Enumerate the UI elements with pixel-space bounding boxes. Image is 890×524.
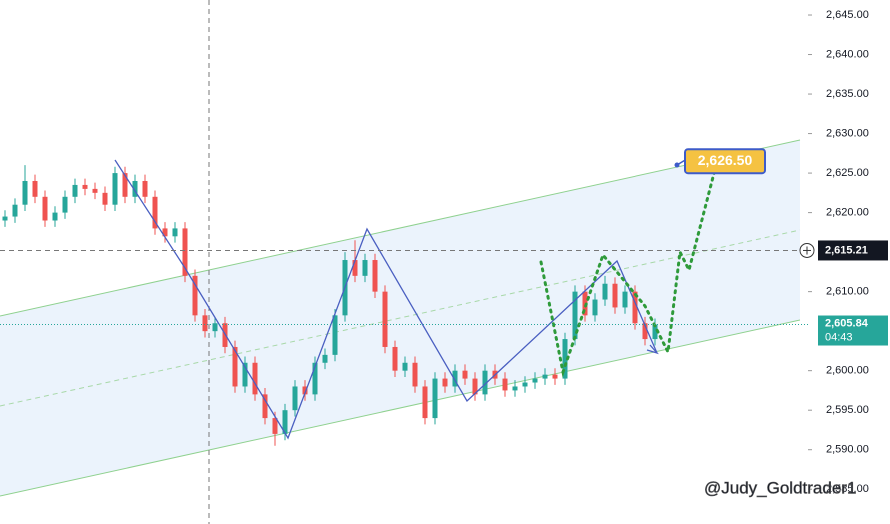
current-price-label: 2,605.84 — [825, 317, 869, 329]
candle-body — [362, 260, 368, 276]
target-anchor — [674, 162, 680, 168]
candle-body — [212, 323, 218, 332]
candle-body — [602, 283, 608, 300]
price-axis — [808, 0, 890, 524]
candle-body — [622, 291, 628, 308]
candle-body — [632, 291, 638, 324]
candle-body — [232, 346, 238, 387]
candle-body — [402, 362, 408, 371]
candle-body — [522, 382, 528, 387]
candle-body — [162, 228, 168, 237]
candle-body — [102, 192, 108, 205]
watermark: @Judy_Goldtrader1 — [704, 478, 856, 497]
candle-body — [312, 362, 318, 395]
channel-upper — [0, 139, 801, 317]
y-tick-label: 2,595.00 — [826, 404, 869, 416]
candle-body — [202, 315, 208, 332]
candle-body — [562, 339, 568, 379]
countdown: 04:43 — [825, 331, 853, 343]
candle-body — [642, 323, 648, 340]
candle-body — [132, 180, 138, 197]
candle-body — [62, 196, 68, 213]
target-label: 2,626.50 — [698, 152, 753, 168]
candle-body — [322, 354, 328, 363]
y-tick-label: 2,600.00 — [826, 365, 869, 377]
candle-body — [242, 362, 248, 387]
y-tick-label: 2,590.00 — [826, 444, 869, 456]
y-tick-label: 2,625.00 — [826, 167, 869, 179]
candle-body — [392, 346, 398, 371]
candle-body — [52, 212, 58, 221]
candle-body — [592, 299, 598, 316]
candle-body — [302, 386, 308, 395]
candle-body — [462, 370, 468, 379]
y-tick-label: 2,635.00 — [826, 88, 869, 100]
candle-body — [272, 418, 278, 434]
zigzag-arrow — [646, 344, 659, 355]
candle-body — [352, 260, 358, 276]
candle-body — [472, 378, 478, 395]
candle-body — [112, 173, 118, 205]
y-tick-label: 2,610.00 — [826, 286, 869, 298]
y-tick-label: 2,585.00 — [826, 483, 869, 495]
channel-middle — [0, 229, 801, 407]
candle-body — [82, 184, 88, 189]
candle-body — [422, 386, 428, 419]
candle-body — [292, 386, 298, 411]
crosshair-label-box — [818, 240, 888, 261]
current-price-box — [818, 315, 888, 346]
candle-body — [282, 410, 288, 434]
candle-body — [612, 283, 618, 308]
candle-body — [432, 378, 438, 419]
y-tick-label: 2,580.00 — [826, 523, 869, 524]
candle-body — [452, 370, 458, 387]
candle-body — [552, 374, 558, 379]
candle-body — [72, 184, 78, 197]
candle-body — [152, 196, 158, 229]
candle-body — [92, 188, 98, 193]
y-tick-label: 2,630.00 — [826, 127, 869, 139]
projection — [539, 148, 722, 378]
candle-body — [2, 216, 8, 221]
candle-body — [262, 394, 268, 419]
candle-body — [532, 378, 538, 383]
candle-body — [502, 378, 508, 391]
candle-body — [442, 378, 448, 387]
candle-body — [482, 370, 488, 395]
y-tick-label: 2,620.00 — [826, 207, 869, 219]
candle-body — [542, 374, 548, 379]
target-box — [684, 148, 766, 175]
candle-body — [182, 228, 188, 276]
candle-body — [142, 180, 148, 197]
candle-body — [22, 180, 28, 205]
candle-body — [12, 204, 18, 217]
candle-body — [32, 180, 38, 197]
zigzag — [114, 159, 658, 440]
candle-body — [512, 386, 518, 391]
candle-body — [192, 275, 198, 316]
candle-body — [122, 173, 128, 197]
candle-body — [332, 315, 338, 355]
candle-body — [42, 196, 48, 221]
y-tick-label: 2,645.00 — [826, 9, 869, 21]
candle-body — [652, 324, 658, 340]
candle-body — [172, 228, 178, 237]
y-tick-label: 2,640.00 — [826, 48, 869, 60]
candle-body — [372, 260, 378, 292]
candle-body — [252, 362, 258, 395]
candle-body — [382, 291, 388, 347]
candle-body — [412, 362, 418, 387]
crosshair-label: 2,615.21 — [825, 244, 868, 256]
candle-body — [572, 291, 578, 340]
